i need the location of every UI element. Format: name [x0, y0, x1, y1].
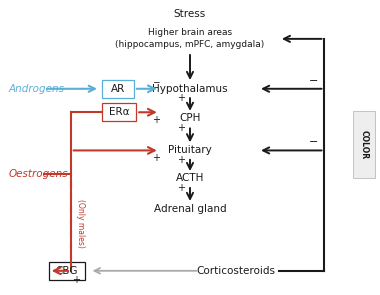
FancyBboxPatch shape — [49, 262, 85, 280]
Text: Hypothalamus: Hypothalamus — [152, 84, 228, 94]
Text: −: − — [308, 137, 318, 147]
Text: Androgens: Androgens — [8, 84, 64, 94]
Text: Higher brain areas
(hippocampus, mPFC, amygdala): Higher brain areas (hippocampus, mPFC, a… — [116, 28, 264, 49]
Text: +: + — [177, 155, 185, 165]
Text: +: + — [152, 153, 160, 163]
Text: +: + — [152, 114, 160, 124]
Text: CPH: CPH — [179, 113, 201, 123]
Text: ERα: ERα — [109, 107, 129, 117]
Text: +: + — [177, 93, 185, 103]
Text: −: − — [152, 77, 160, 86]
FancyBboxPatch shape — [102, 104, 136, 121]
Text: −: − — [308, 76, 318, 86]
Text: ACTH: ACTH — [176, 173, 204, 183]
Text: (Only males): (Only males) — [76, 199, 85, 248]
Text: CBG: CBG — [56, 266, 78, 276]
Text: AR: AR — [111, 84, 125, 94]
Text: +: + — [73, 275, 81, 285]
Text: Stress: Stress — [174, 9, 206, 19]
Text: Corticosteroids: Corticosteroids — [196, 266, 275, 276]
Text: +: + — [177, 183, 185, 193]
FancyBboxPatch shape — [102, 80, 134, 98]
Text: Adrenal gland: Adrenal gland — [154, 204, 226, 214]
Text: Pituitary: Pituitary — [168, 145, 212, 155]
FancyBboxPatch shape — [353, 111, 375, 178]
Text: Oestrogens: Oestrogens — [8, 169, 68, 179]
Text: COLOR: COLOR — [359, 130, 368, 159]
Text: +: + — [177, 123, 185, 133]
